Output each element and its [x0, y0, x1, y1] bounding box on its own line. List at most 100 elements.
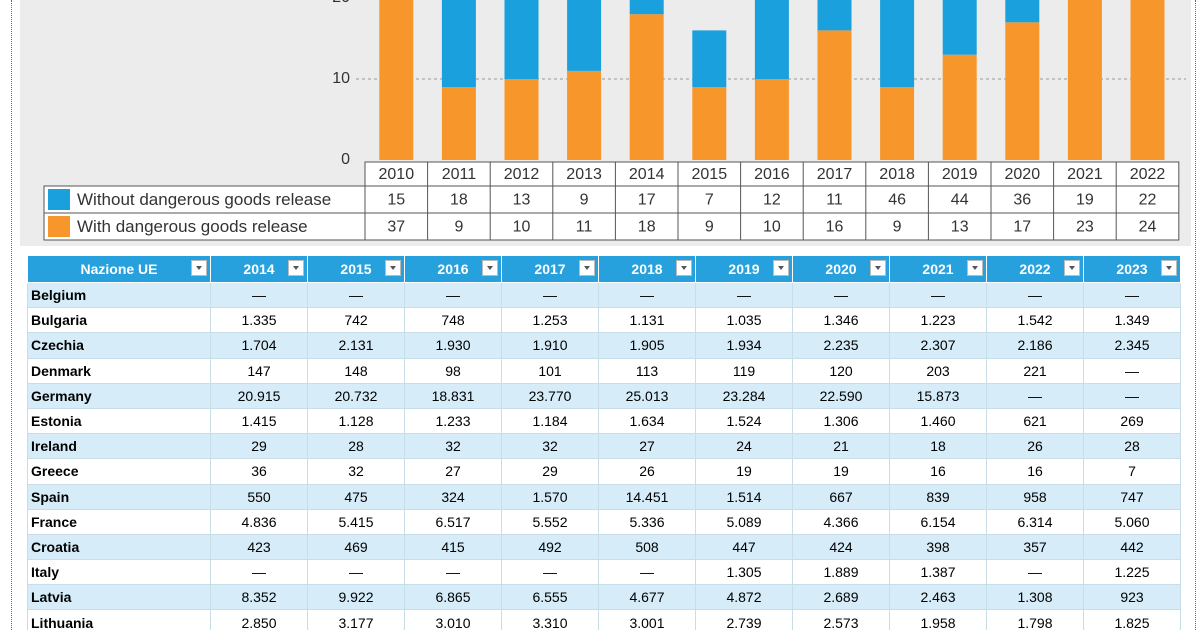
- chart: 0102020102011201220132014201520162017201…: [20, 0, 1191, 246]
- value-cell: 1.305: [695, 559, 793, 586]
- value-cell: 1.131: [598, 307, 696, 334]
- value-cell: 19: [695, 458, 793, 485]
- data-label: 36: [1013, 192, 1031, 209]
- table-row: Bulgaria 1.335 742 748 1.253 1.131 1.035 1.346 1…: [27, 307, 1181, 334]
- value-cell: —: [986, 559, 1084, 586]
- value-cell: 25.013: [598, 382, 696, 409]
- value-cell: 3.177: [307, 609, 405, 630]
- value-cell: 1.542: [986, 307, 1084, 334]
- value-cell: 4.836: [210, 508, 308, 535]
- value-cell: 357: [986, 533, 1084, 561]
- value-cell: 621: [986, 407, 1084, 435]
- bar-segment: [441, 0, 476, 88]
- value-cell: 447: [695, 533, 793, 561]
- x-tick-label: 2019: [942, 166, 978, 183]
- data-label: 7: [705, 192, 714, 209]
- value-cell: —: [404, 281, 502, 309]
- filter-button[interactable]: [288, 260, 304, 276]
- header-cell: 2022: [986, 255, 1084, 283]
- value-cell: 1.958: [889, 609, 987, 630]
- bar-segment: [504, 79, 539, 160]
- table-row: Greece 36 32 27 29 26 19 19 16 16 7: [27, 458, 1181, 485]
- filter-button[interactable]: [1161, 260, 1177, 276]
- value-cell: 423: [210, 533, 308, 561]
- bar-segment: [1005, 0, 1040, 23]
- value-cell: 1.798: [986, 609, 1084, 630]
- data-label: 13: [951, 219, 969, 236]
- value-cell: 1.930: [404, 332, 502, 359]
- value-cell: 2.186: [986, 332, 1084, 359]
- table-row: Spain 550 475 324 1.570 14.451 1.514 667 839 958 7…: [27, 483, 1181, 510]
- filter-button[interactable]: [1064, 260, 1080, 276]
- value-cell: 442: [1083, 533, 1181, 561]
- bar-segment: [817, 0, 852, 31]
- header-text: Nazione UE: [80, 261, 158, 277]
- value-cell: 398: [889, 533, 987, 561]
- legend-label: With dangerous goods release: [77, 217, 308, 236]
- value-cell: —: [889, 281, 987, 309]
- bar-segment: [567, 0, 602, 71]
- filter-button[interactable]: [773, 260, 789, 276]
- table-row: Latvia 8.352 9.922 6.865 6.555 4.677 4.872 2.68…: [27, 584, 1181, 611]
- value-cell: 23.284: [695, 382, 793, 409]
- value-cell: 203: [889, 357, 987, 384]
- country-cell: Greece: [27, 458, 211, 485]
- country-cell: Croatia: [27, 533, 211, 561]
- x-tick-label: 2011: [442, 166, 477, 183]
- bar-segment: [754, 79, 789, 160]
- filter-button[interactable]: [579, 260, 595, 276]
- header-text: 2018: [631, 261, 663, 277]
- header-text: 2014: [243, 261, 275, 277]
- country-cell: France: [27, 508, 211, 535]
- y-tick-label: 20: [332, 0, 350, 6]
- table-frame: [364, 161, 1180, 241]
- value-cell: 6.314: [986, 508, 1084, 535]
- value-cell: 22.590: [792, 382, 890, 409]
- value-cell: —: [1083, 382, 1181, 409]
- value-cell: 147: [210, 357, 308, 384]
- value-cell: 4.366: [792, 508, 890, 535]
- x-tick-label: 2014: [629, 166, 665, 183]
- header-text: 2016: [437, 261, 469, 277]
- value-cell: 1.184: [501, 407, 599, 435]
- value-cell: 27: [598, 433, 696, 460]
- value-cell: 5.089: [695, 508, 793, 535]
- value-cell: 119: [695, 357, 793, 384]
- value-cell: —: [307, 559, 405, 586]
- value-cell: 1.346: [792, 307, 890, 334]
- filter-button[interactable]: [967, 260, 983, 276]
- value-cell: —: [307, 281, 405, 309]
- filter-button[interactable]: [385, 260, 401, 276]
- country-cell: Germany: [27, 382, 211, 409]
- value-cell: 4.872: [695, 584, 793, 611]
- value-cell: 2.689: [792, 584, 890, 611]
- value-cell: 1.634: [598, 407, 696, 435]
- x-tick-label: 2013: [566, 166, 602, 183]
- data-label: 15: [387, 192, 405, 209]
- x-tick-label: 2010: [379, 166, 415, 183]
- table-row: Lithuania 2.850 3.177 3.010 3.310 3.001 2.739 2…: [27, 609, 1181, 630]
- page-edge: [1195, 0, 1196, 630]
- filter-button[interactable]: [676, 260, 692, 276]
- value-cell: 2.235: [792, 332, 890, 359]
- filter-button[interactable]: [482, 260, 498, 276]
- value-cell: 29: [210, 433, 308, 460]
- filter-button[interactable]: [870, 260, 886, 276]
- data-label: 9: [705, 219, 714, 236]
- value-cell: 29: [501, 458, 599, 485]
- value-cell: 1.889: [792, 559, 890, 586]
- bar-segment: [1067, 0, 1102, 161]
- x-tick-label: 2012: [504, 166, 540, 183]
- value-cell: 20.915: [210, 382, 308, 409]
- table-row: France 4.836 5.415 6.517 5.552 5.336 5.089 4.36…: [27, 508, 1181, 535]
- header-cell: 2019: [695, 255, 793, 283]
- country-cell: Belgium: [27, 281, 211, 309]
- value-cell: 1.934: [695, 332, 793, 359]
- value-cell: 492: [501, 533, 599, 561]
- filter-button[interactable]: [191, 260, 207, 276]
- header-text: 2020: [825, 261, 857, 277]
- value-cell: 6.865: [404, 584, 502, 611]
- data-label: 11: [826, 192, 843, 209]
- bar-segment: [942, 54, 977, 161]
